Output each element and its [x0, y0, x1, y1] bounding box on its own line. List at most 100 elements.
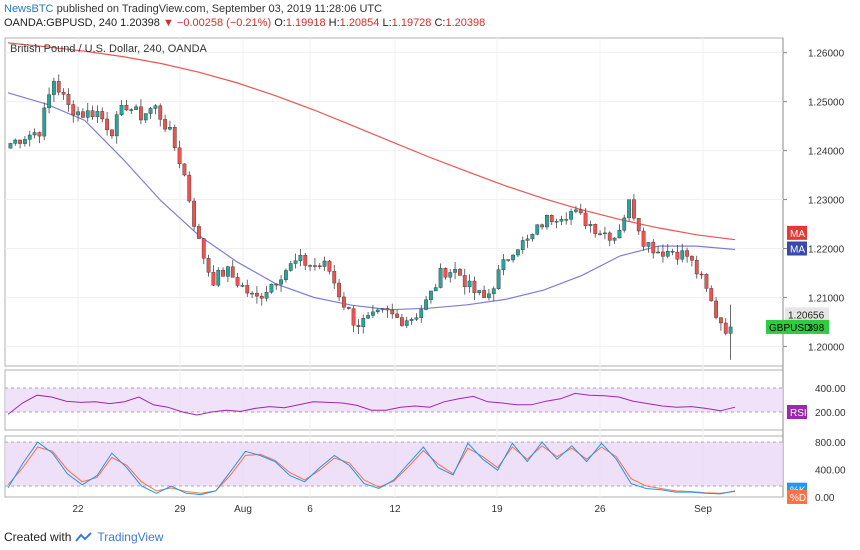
candle-body	[119, 105, 124, 115]
x-tick-label: 26	[594, 504, 606, 515]
prev-price-tag-bg	[785, 307, 829, 322]
candle-body	[603, 232, 607, 235]
candle-body	[690, 256, 694, 261]
candle-body	[646, 242, 651, 247]
candle-body	[574, 209, 578, 212]
candle-body	[607, 232, 612, 241]
candle-body	[47, 94, 51, 109]
stochastic-pane[interactable]	[5, 441, 783, 496]
high-value: 1.20854	[339, 17, 380, 29]
candle-body	[269, 283, 274, 293]
candle-body	[351, 308, 356, 326]
y-tick-label: 1.26000	[808, 49, 845, 60]
rsi-line	[7, 392, 736, 416]
price-pane[interactable]	[7, 42, 736, 360]
candle-body	[148, 108, 153, 114]
candle-body	[71, 104, 76, 116]
symbol-label[interactable]: OANDA:GBPUSD, 240	[4, 17, 118, 29]
candle-body	[66, 94, 71, 105]
candle-body	[134, 106, 138, 110]
footer: Created with TradingView	[4, 530, 163, 544]
tradingview-brand[interactable]: TradingView	[97, 530, 164, 544]
x-tick-label: 22	[72, 504, 84, 515]
stoch-tick-label: 400.00	[815, 466, 846, 477]
candle-body	[211, 272, 216, 286]
candle-body	[578, 209, 583, 214]
candle-body	[356, 324, 361, 327]
candle-body	[549, 215, 554, 223]
candle-body	[37, 132, 42, 137]
candle-body	[288, 263, 293, 271]
candle-body	[366, 315, 370, 319]
candle-body	[27, 134, 32, 140]
candle-body	[129, 109, 134, 111]
candle-body	[641, 230, 646, 247]
candle-body	[172, 127, 177, 148]
candle-body	[559, 219, 564, 222]
candle-body	[197, 226, 201, 239]
candle-body	[458, 269, 462, 276]
candle-body	[361, 318, 366, 327]
stoch-tick-label: 800.00	[815, 438, 846, 449]
candle-body	[477, 290, 482, 294]
candle-body	[95, 111, 100, 118]
high-label: H:	[328, 17, 340, 29]
candle-body	[153, 105, 158, 109]
candle-body	[371, 311, 375, 316]
ohlc-line: OANDA:GBPUSD, 240 1.20398 ▼ −0.00258 (−0…	[4, 16, 485, 30]
candle-body	[467, 280, 472, 288]
author-link[interactable]: NewsBTC	[4, 3, 54, 15]
rsi-pane[interactable]	[5, 387, 783, 416]
candle-body	[245, 285, 250, 294]
candle-body	[18, 139, 22, 144]
candle-body	[535, 224, 540, 235]
candle-body	[443, 268, 448, 278]
y-tick-label: 1.24000	[808, 147, 845, 158]
candle-body	[661, 251, 665, 257]
candle-body	[313, 265, 317, 267]
rsi-tag-bg	[787, 405, 807, 419]
ma-tag-b-bg	[787, 241, 807, 256]
candle-body	[622, 217, 627, 231]
symbol-tag-bg	[766, 319, 808, 334]
candle-body	[709, 288, 714, 302]
candle-body	[424, 299, 428, 310]
rsi-tag: RSI	[790, 408, 807, 419]
candle-body	[496, 269, 501, 289]
candle-body	[390, 309, 395, 315]
candle-body	[192, 200, 196, 227]
candle-body	[81, 111, 85, 118]
candle-body	[42, 107, 47, 137]
open-label: O:	[274, 17, 286, 29]
candle-body	[201, 238, 206, 259]
low-value: 1.19728	[391, 17, 432, 29]
stoch-band	[5, 442, 783, 487]
close-label: C:	[434, 17, 446, 29]
candle-body	[530, 234, 535, 240]
created-with-label: Created with	[4, 530, 72, 544]
candle-body	[124, 105, 129, 111]
stoch-d-line	[7, 445, 736, 494]
candle-body	[8, 143, 13, 149]
candle-body	[462, 275, 467, 288]
candle-body	[627, 199, 631, 219]
candle-body	[85, 110, 90, 118]
candle-body	[61, 91, 66, 95]
candle-body	[540, 224, 544, 228]
symbol-tag: GBPUSD	[769, 323, 811, 334]
candle-body	[177, 147, 182, 165]
candle-body	[704, 273, 709, 289]
candle-body	[501, 259, 506, 270]
candle-body	[230, 266, 235, 278]
candle-body	[216, 270, 221, 286]
candle-body	[380, 308, 385, 311]
candle-body	[400, 317, 404, 326]
gridlines	[5, 38, 783, 497]
publish-text: published on TradingView.com, September …	[56, 3, 383, 15]
candle-body	[419, 309, 424, 318]
x-tick-label: 6	[307, 504, 313, 515]
candle-body	[699, 273, 704, 276]
candle-body	[487, 293, 491, 298]
candle-body	[143, 113, 148, 121]
